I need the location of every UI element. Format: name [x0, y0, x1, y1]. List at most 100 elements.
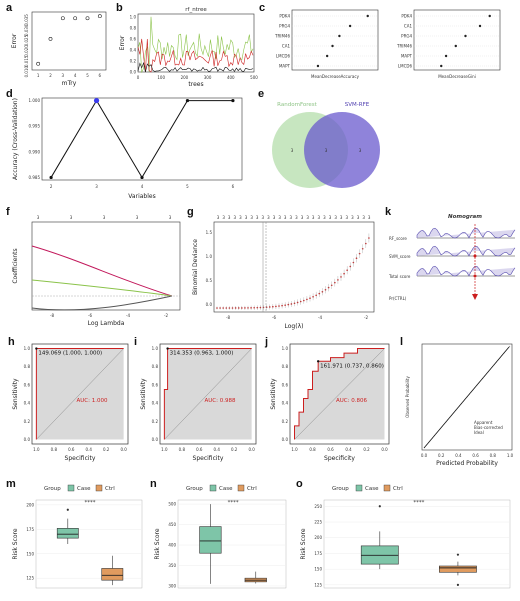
legend-swatch-case	[355, 484, 363, 492]
top-tick-label: 3	[267, 215, 270, 220]
legend-swatch-ctrl	[237, 484, 245, 492]
y-tick-label: 0.0	[152, 437, 159, 442]
x-tick-label: 1.0	[291, 447, 298, 452]
x-tick-label: 2	[50, 184, 53, 189]
x-tick-label: 0.6	[196, 447, 203, 452]
x-tick-label: 4	[74, 73, 77, 78]
significance-label: ****	[228, 500, 239, 506]
x-tick-label: 0.0	[248, 447, 255, 452]
top-tick-label: 3	[245, 215, 248, 220]
panel-label-i: i	[134, 336, 138, 348]
chart-n-boxplot: Group Case Ctrl 300 350 400 450 500 **** Risk Sco…	[154, 484, 287, 588]
y-tick-label: 0.4	[24, 401, 31, 406]
diagonal-line	[164, 348, 252, 440]
y-axis-title: Binomial Deviance	[192, 239, 199, 295]
top-tick-label: 3	[351, 215, 354, 220]
top-tick-label: 3	[340, 215, 343, 220]
row-label: SVM_score	[389, 254, 411, 259]
point-marker	[473, 254, 477, 258]
category-label: LMCD6	[398, 63, 413, 68]
top-tick-label: 3	[346, 215, 349, 220]
x-tick-label: 1.0	[161, 447, 168, 452]
panel-label-h: h	[8, 336, 15, 348]
y-axis-title: Accuracy (Cross-Validation)	[12, 98, 19, 180]
density-curve	[416, 265, 516, 277]
x-tick-label: 1.0	[507, 453, 514, 458]
y-tick-label: 1.0	[152, 346, 159, 351]
y-tick-label: 125	[314, 582, 322, 587]
y-tick-label: 175	[26, 527, 34, 532]
data-point	[454, 44, 457, 48]
y-tick-label: 0.0	[24, 437, 31, 442]
top-tick-label: 3	[37, 215, 40, 220]
data-point	[36, 61, 41, 66]
x-tick-label: 200	[181, 75, 189, 80]
x-axis-title: mTry	[62, 80, 77, 87]
chart-k-nomogram: Nomogram RF_score SVM_score Total score Pr(C…	[388, 214, 516, 301]
chart-e-venn: RandomForest SVM-RFE 3 3 3	[272, 102, 380, 188]
y-tick-label: 0.010	[24, 65, 29, 77]
chart-title: rf_ntree	[185, 7, 207, 13]
auc-label: AUC: 0.806	[336, 398, 367, 404]
legend-label-ctrl: Ctrl	[105, 486, 115, 492]
y-tick-label: 175	[314, 551, 322, 556]
data-point	[48, 37, 53, 41]
x-tick-label: -8	[50, 313, 54, 318]
auc-label: AUC: 0.988	[205, 398, 236, 404]
data-point	[366, 14, 369, 18]
x-axis-title: Log(λ)	[285, 323, 304, 330]
x-axis-title: MeanDecreaseGini	[438, 74, 476, 79]
y-axis-title: Error	[11, 33, 18, 48]
y-axis-title: Risk Score	[154, 528, 161, 559]
top-tick-label: 3	[357, 215, 360, 220]
x-axis-title: MeanDecreaseAccuracy	[311, 74, 360, 79]
y-tick-label: 0.0	[282, 437, 289, 442]
panel-label-g: g	[187, 206, 194, 218]
legend-swatch-ctrl	[383, 484, 391, 492]
diagonal-line	[36, 348, 124, 440]
y-tick-label: 0.2	[130, 58, 137, 63]
y-axis-title: Error	[119, 35, 126, 50]
y-tick-label: 0.5	[206, 278, 213, 283]
category-label: TRIM46	[274, 33, 290, 38]
chart-h-roc: 149.069 (1.000, 1.000) AUC: 1.000 1.0 0.8 0.…	[12, 343, 129, 462]
x-tick-label: 400	[227, 75, 235, 80]
chart-c-importance: PDK4 PRG4 TRIM46 CA1 LMCD6 MAPT MeanDecreaseAc…	[274, 9, 501, 79]
chart-i-roc: 314.353 (0.963, 1.000) AUC: 0.988 1.0 0.8 0.…	[140, 343, 257, 462]
y-tick-label: 0.8	[24, 364, 31, 369]
x-tick-label: -4	[318, 315, 322, 320]
x-tick-label: 0.0	[421, 453, 428, 458]
x-tick-label: -6	[272, 315, 276, 320]
x-tick-label: -4	[126, 313, 130, 318]
chart-m-boxplot: Group Case Ctrl 125 150 175 200 **** Risk Score	[12, 484, 143, 589]
set-label-randomforest: RandomForest	[277, 102, 317, 108]
panel-label-o: o	[296, 478, 303, 490]
panel-label-l: l	[400, 336, 404, 348]
y-tick-label: 125	[26, 576, 34, 581]
y-tick-label: 0.6	[152, 382, 159, 387]
y-tick-label: 1.0	[24, 346, 31, 351]
threshold-point	[316, 360, 320, 363]
x-tick-label: 300	[204, 75, 212, 80]
x-axis-title: Specificity	[324, 455, 355, 462]
x-axis-title: Specificity	[65, 455, 96, 462]
plot-frame	[413, 9, 501, 71]
chart-g-lasso-deviance: 3 3 3 3 3 3 3 3 3 3 3 3 3 3 3 3 3 3 3 3 3 3 3 3 3 3 3 3-8 -6 -4 -20.00…	[192, 215, 375, 330]
box-ctrl	[101, 568, 124, 581]
x-tick-label: 0.6	[472, 453, 479, 458]
y-tick-label: 1.000	[29, 98, 41, 103]
y-tick-label: 0.8	[130, 25, 137, 30]
plot-frame	[137, 13, 255, 73]
data-point	[231, 98, 235, 103]
data-point	[478, 24, 482, 28]
category-label: CA1	[282, 43, 291, 48]
box-case	[56, 528, 79, 539]
box-ctrl	[439, 565, 477, 573]
legend-swatch-case	[209, 484, 217, 492]
data-point	[60, 16, 65, 21]
data-point	[85, 16, 90, 21]
x-tick-label: 0	[137, 75, 140, 80]
y-tick-label: 0.2	[282, 419, 289, 424]
top-tick-label: 3	[239, 215, 242, 220]
legend-label-case: Case	[77, 486, 91, 492]
